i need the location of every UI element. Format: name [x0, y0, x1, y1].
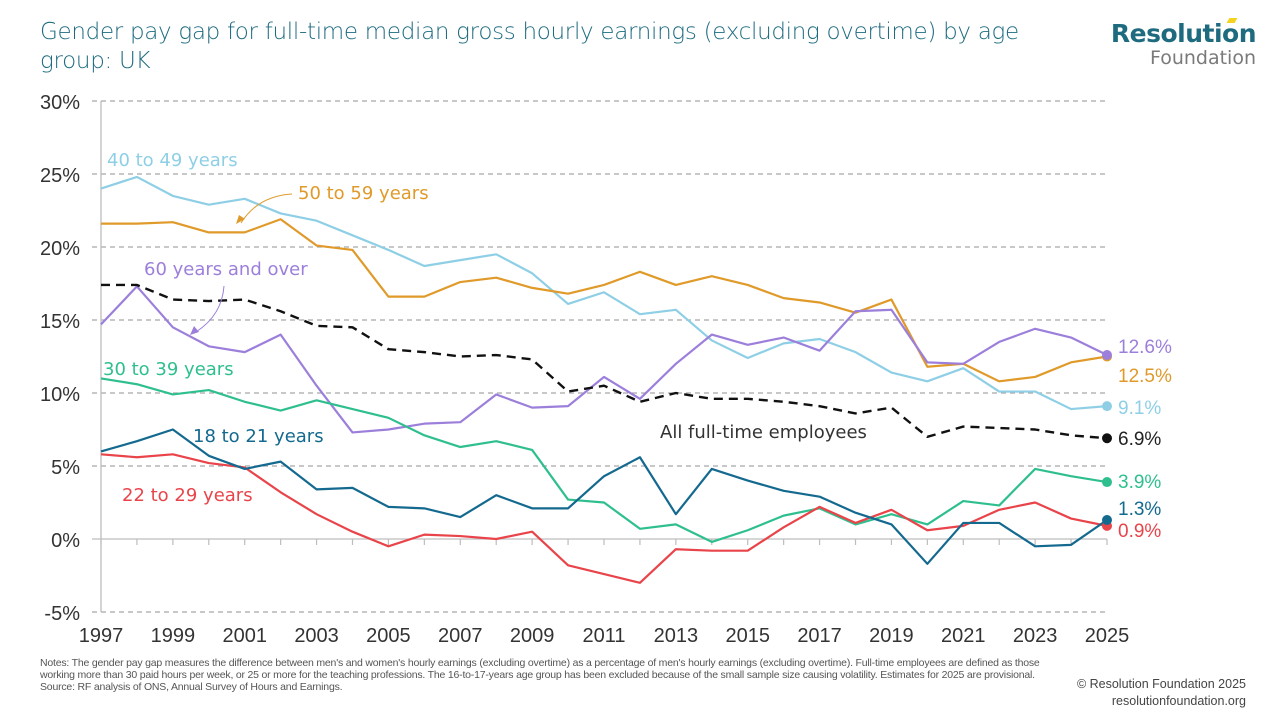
- end-point-40-to-49-years: [1102, 401, 1112, 412]
- annotation-label: All full-time employees: [660, 422, 867, 443]
- y-tick-label: 15%: [40, 311, 80, 333]
- end-value-label: 0.9%: [1118, 521, 1161, 542]
- series-end-points: [1102, 350, 1112, 531]
- x-tick-label: 2011: [582, 625, 625, 647]
- end-point-18-to-21-years: [1102, 515, 1112, 526]
- series-line-50-to-59-years: [101, 218, 1108, 383]
- y-tick-label: 0%: [51, 530, 80, 552]
- annotation-label: 22 to 29 years: [122, 485, 253, 506]
- series-line-40-to-49-years: [100, 175, 1108, 411]
- axes: [92, 101, 1108, 612]
- end-value-label: 12.6%: [1118, 337, 1172, 358]
- y-tick-label: 20%: [40, 238, 80, 260]
- x-axis-tick-labels: 1997 1999 2001 2003 2005 2007 2009 2011 2013 2015…: [79, 625, 1130, 647]
- copyright-text: © Resolution Foundation 2025: [1076, 677, 1246, 691]
- logo-wordmark-top: Resolution: [1110, 18, 1257, 48]
- end-value-label: 3.9%: [1118, 472, 1161, 493]
- x-tick-label: 2005: [366, 625, 411, 647]
- y-axis-tick-labels: 30% 25% 20% 15% 10% 5% 0% -5%: [40, 92, 80, 625]
- series-line-18-to-21-years: [100, 428, 1108, 565]
- end-value-label: 6.9%: [1118, 429, 1161, 450]
- end-value-label: 12.5%: [1118, 366, 1172, 387]
- y-tick-label: 5%: [51, 457, 80, 479]
- x-tick-label: 2013: [654, 625, 699, 647]
- arrow-60-plus: [195, 285, 225, 333]
- x-tick-label: 2021: [941, 625, 986, 647]
- series-line-22-to-29-years: [100, 453, 1108, 584]
- credit: © Resolution Foundation 2025 resolutionf…: [1077, 676, 1246, 710]
- end-point-60-years-and-over: [1102, 350, 1112, 361]
- logo-top-text: Resolution: [1110, 19, 1257, 48]
- chart-notes: Notes: The gender pay gap measures the d…: [40, 657, 1040, 693]
- series-lines: [100, 175, 1108, 584]
- series-annotations: 9.1% 12.5% 12.6% 6.9% 3.9% 1.3%0.9% 40 to 49 y…: [103, 150, 1172, 542]
- chart-title: Gender pay gap for full-time median gros…: [40, 19, 1019, 74]
- y-tick-label: -5%: [44, 603, 80, 625]
- annotation-label: 18 to 21 years: [193, 426, 324, 447]
- y-tick-label: 10%: [40, 384, 80, 406]
- logo-wordmark-bottom: Foundation: [1149, 47, 1256, 69]
- y-tick-label: 25%: [40, 165, 80, 187]
- series-line-60-years-and-over: [100, 285, 1108, 434]
- annotation-label: 60 years and over: [144, 259, 308, 280]
- x-tick-label: 2001: [222, 625, 267, 647]
- x-tick-label: 2019: [869, 625, 914, 647]
- x-tick-label: 1997: [79, 625, 124, 647]
- series-line-all-full-time-employees: [101, 283, 1108, 440]
- end-value-label: 1.3%: [1118, 499, 1161, 520]
- annotation-label: 30 to 39 years: [103, 359, 234, 380]
- end-point-all-full-time-employees: [1102, 433, 1112, 444]
- end-point-30-to-39-years: [1102, 477, 1112, 488]
- website-text: resolutionfoundation.org: [1111, 694, 1246, 708]
- x-tick-label: 2025: [1085, 625, 1130, 647]
- annotation-label: 50 to 59 years: [298, 183, 429, 204]
- y-tick-label: 30%: [40, 92, 80, 114]
- x-tick-label: 1999: [151, 625, 196, 647]
- notes-text: Notes: The gender pay gap measures the d…: [40, 657, 1040, 681]
- x-tick-label: 2003: [294, 625, 339, 647]
- resolution-foundation-logo: Resolution Foundation: [1110, 18, 1257, 69]
- x-tick-label: 2017: [797, 625, 842, 647]
- x-tick-label: 2015: [725, 625, 770, 647]
- x-tick-label: 2007: [438, 625, 483, 647]
- end-value-label: 9.1%: [1118, 398, 1161, 419]
- annotation-label: 40 to 49 years: [107, 150, 238, 171]
- arrow-head-50-59: [236, 215, 245, 224]
- source-text: Source: RF analysis of ONS, Annual Surve…: [40, 681, 343, 693]
- x-tick-label: 2009: [510, 625, 555, 647]
- grid-lines: [92, 100, 1107, 613]
- series-line-30-to-39-years: [100, 377, 1108, 544]
- x-tick-label: 2023: [1013, 625, 1058, 647]
- arrow-head-60-plus: [190, 326, 199, 335]
